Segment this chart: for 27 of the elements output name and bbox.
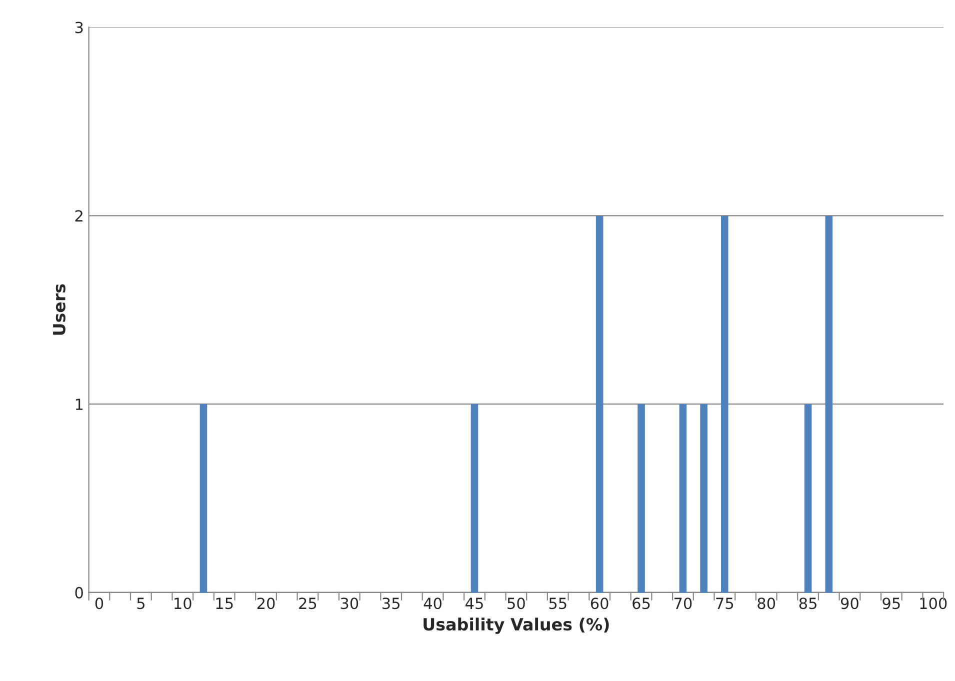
x-tick-label: 35	[382, 598, 400, 610]
x-tick-label: 70	[674, 598, 692, 610]
x-tick-label: 80	[758, 598, 776, 610]
x-tick-label: 90	[840, 598, 858, 610]
x-tick-label: 45	[466, 598, 483, 610]
x-tick-label: 20	[257, 598, 275, 610]
x-tick-label: 55	[549, 598, 566, 610]
y-tick-label: 1	[76, 398, 83, 410]
x-tick-label: 85	[799, 598, 816, 610]
y-tick-label: 3	[75, 22, 83, 34]
x-tick-label: 75	[716, 598, 734, 610]
x-tick-label: 65	[632, 598, 650, 610]
x-tick-label: 25	[299, 598, 316, 610]
y-axis-title: Users	[53, 284, 66, 335]
y-tick-label: 2	[75, 210, 82, 222]
x-axis-title: Usability Values (%)	[424, 618, 609, 634]
x-tick-label: 30	[340, 598, 358, 610]
x-tick-label: 60	[590, 598, 608, 610]
x-tick-label: 10	[174, 598, 192, 610]
x-tick-label: 15	[216, 598, 233, 610]
x-tick-label: 95	[882, 598, 900, 610]
x-tick-label: 5	[137, 598, 144, 610]
y-tick-label: 0	[75, 586, 83, 598]
x-tick-label: 100	[920, 598, 947, 610]
x-tick-label: 50	[508, 598, 525, 610]
x-tick-label: 40	[424, 598, 442, 610]
x-tick-label: 0	[95, 598, 104, 610]
